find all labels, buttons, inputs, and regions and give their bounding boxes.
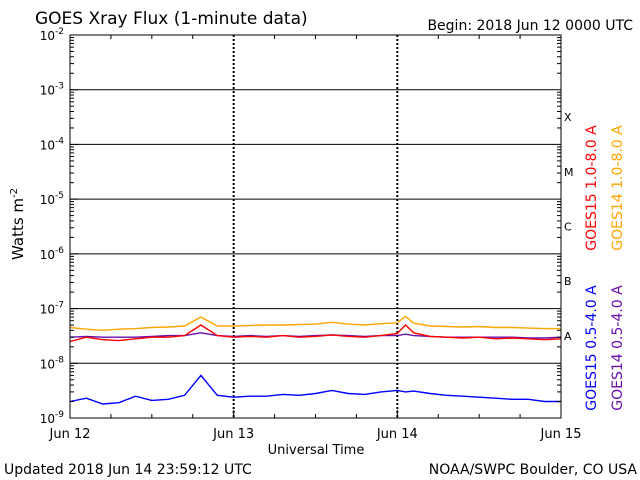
- y-tick-exponent: -9: [55, 410, 64, 420]
- y-tick-label: 10-5: [40, 191, 64, 207]
- y-tick-label: 10-7: [40, 301, 64, 317]
- y-axis-label-exponent: -2: [9, 188, 20, 198]
- y-tick-base: 10: [40, 412, 55, 426]
- y-tick-base: 10: [40, 193, 55, 207]
- grid-layer: [70, 35, 561, 418]
- y-tick-label: 10-2: [40, 27, 64, 43]
- legend-entry: GOES15 0.5-4.0 A: [584, 285, 600, 411]
- x-axis-label: Universal Time: [268, 443, 365, 458]
- y-tick-label: 10-3: [40, 82, 64, 98]
- y-tick-exponent: -4: [55, 136, 64, 146]
- legend-entry: GOES14 0.5-4.0 A: [610, 285, 626, 411]
- flare-class-label: C: [564, 221, 572, 234]
- legend-entry: GOES14 1.0-8.0 A: [610, 125, 626, 251]
- series-line: [69, 315, 561, 332]
- y-tick-exponent: -8: [55, 355, 64, 365]
- y-tick-exponent: -6: [55, 246, 64, 256]
- x-tick-label: Jun 13: [212, 427, 254, 442]
- flare-class-label: B: [564, 275, 572, 288]
- y-tick-label: 10-4: [40, 136, 65, 152]
- flare-class-label: A: [564, 330, 572, 343]
- x-tick-label: Jun 14: [376, 427, 418, 442]
- legend-label: GOES14 0.5-4.0 A: [610, 285, 626, 411]
- legend-label: GOES14 1.0-8.0 A: [610, 125, 626, 251]
- series-line: [69, 332, 562, 339]
- y-tick-base: 10: [40, 29, 55, 43]
- x-tick-label: Jun 15: [540, 427, 582, 442]
- flare-class-label: X: [564, 111, 572, 124]
- updated-timestamp: Updated 2018 Jun 14 23:59:12 UTC: [4, 462, 252, 478]
- plot-frame: [69, 34, 562, 419]
- y-tick-base: 10: [40, 357, 55, 371]
- y-tick-label: 10-8: [40, 355, 65, 371]
- begin-date: Begin: 2018 Jun 12 0000 UTC: [427, 18, 633, 34]
- y-tick-base: 10: [40, 84, 55, 98]
- flare-class-label: M: [564, 166, 574, 179]
- y-axis-label: Watts m-2: [9, 188, 27, 260]
- x-tick-label: Jun 12: [49, 427, 91, 442]
- y-tick-base: 10: [40, 248, 55, 262]
- y-tick-base: 10: [40, 138, 55, 152]
- y-tick-base: 10: [40, 303, 55, 317]
- series-layer: [69, 315, 562, 405]
- y-tick-exponent: -7: [55, 301, 64, 311]
- legend-label: GOES15 0.5-4.0 A: [584, 285, 600, 411]
- credit-text: NOAA/SWPC Boulder, CO USA: [429, 462, 638, 478]
- chart-title: GOES Xray Flux (1-minute data): [35, 9, 308, 29]
- y-tick-exponent: -5: [55, 191, 64, 201]
- legend-label: GOES15 1.0-8.0 A: [584, 125, 600, 251]
- series-line: [69, 324, 562, 343]
- legend-entry: GOES15 1.0-8.0 A: [584, 125, 600, 251]
- y-tick-exponent: -2: [55, 27, 64, 37]
- y-tick-label: 10-6: [40, 246, 65, 262]
- y-tick-exponent: -3: [55, 82, 64, 92]
- y-tick-label: 10-9: [40, 410, 65, 426]
- series-line: [69, 374, 561, 405]
- legend-layer: GOES15 1.0-8.0 A GOES14 1.0-8.0 A GOES15 0…: [584, 125, 626, 411]
- y-axis-label-text: Watts m: [9, 198, 27, 260]
